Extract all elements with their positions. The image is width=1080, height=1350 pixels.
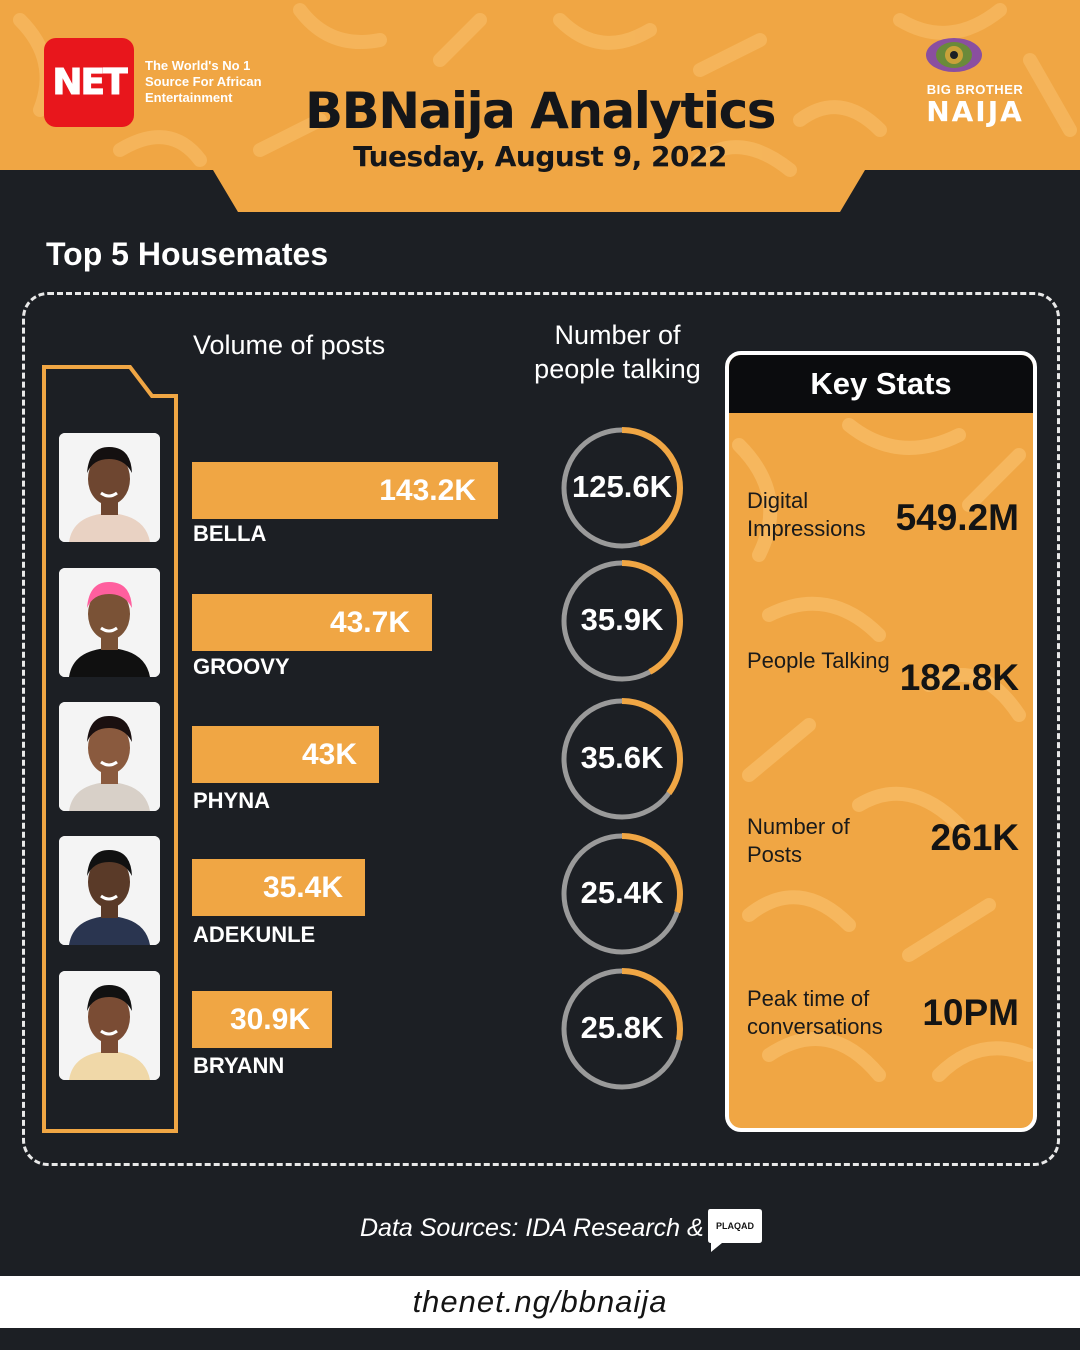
bar-value-label: 35.4K	[262, 870, 343, 904]
key-stat-label: People Talking	[747, 648, 890, 673]
key-stat-label: Digital Impressions	[747, 488, 866, 541]
key-stat-value: 261K	[930, 817, 1019, 858]
key-stats-header: Key Stats	[729, 355, 1033, 413]
brand-tagline: The World's No 1 Source For African Ente…	[145, 58, 262, 105]
footer: thenet.ng/bbnaija	[0, 1276, 1080, 1328]
key-stats-panel: Key Stats Digital Impressions 549.2M Peopl…	[725, 351, 1037, 1132]
section-title: Top 5 Housemates	[46, 236, 329, 272]
bar-value-label: 143.2K	[379, 473, 476, 507]
photo-column-frame	[42, 365, 178, 1133]
bar-volume-of-posts: 43K	[192, 726, 379, 783]
bar-volume-of-posts: 30.9K	[192, 991, 332, 1048]
ring-people-talking	[561, 833, 683, 955]
key-stat-value: 10PM	[922, 992, 1019, 1033]
housemate-photo	[59, 702, 160, 811]
housemate-name: PHYNA	[193, 788, 271, 813]
ring-value-label: 25.4K	[580, 875, 664, 910]
key-stat-value: 182.8K	[899, 657, 1019, 698]
eye-icon	[926, 38, 982, 72]
housemate-name: BRYANN	[193, 1053, 285, 1078]
ring-people-talking	[561, 968, 683, 1090]
page-title: BBNaija Analytics	[305, 82, 776, 140]
net-logo-text: NET	[52, 62, 128, 104]
ring-value-label: 35.9K	[580, 602, 664, 637]
chart-frame	[22, 292, 1060, 1166]
bbnaija-logo-line2: NAIJA	[926, 95, 1024, 128]
bar-value-label: 30.9K	[229, 1002, 310, 1036]
bar-value-label: 43.7K	[329, 605, 410, 639]
ring-value-label: 35.6K	[580, 740, 664, 775]
housemate-photo	[59, 433, 160, 542]
ring-people-talking	[561, 427, 683, 549]
page-date: Tuesday, August 9, 2022	[353, 140, 727, 173]
footer-url[interactable]: thenet.ng/bbnaija	[412, 1284, 668, 1319]
plaqad-logo: PLAQAD	[708, 1209, 762, 1252]
bbnaija-logo-line1: BIG BROTHER	[926, 82, 1024, 97]
bbnaija-logo: BIG BROTHER NAIJA	[925, 35, 1025, 130]
bar-value-label: 43K	[301, 737, 357, 771]
housemate-name: BELLA	[193, 521, 267, 546]
plaqad-logo-text: PLAQAD	[716, 1221, 755, 1231]
housemate-photo	[59, 568, 160, 677]
ring-people-talking	[561, 698, 683, 820]
ring-people-talking	[561, 560, 683, 682]
data-sources: Data Sources: IDA Research &	[360, 1214, 704, 1242]
bar-volume-of-posts: 143.2K	[192, 462, 498, 519]
bar-volume-of-posts: 43.7K	[192, 594, 432, 651]
key-stat-value: 549.2M	[895, 497, 1019, 538]
ring-value-label: 25.8K	[580, 1010, 664, 1045]
net-logo: NET	[44, 38, 134, 127]
header-background	[0, 0, 1080, 212]
housemate-name: ADEKUNLE	[193, 922, 316, 947]
key-stats-title: Key Stats	[810, 366, 952, 401]
housemate-photo	[59, 971, 160, 1080]
housemate-name: GROOVY	[193, 654, 290, 679]
key-stats-pattern	[732, 418, 1033, 1082]
column-heading-posts: Volume of posts	[193, 330, 386, 360]
key-stat-label: Peak time of conversations	[747, 986, 883, 1039]
key-stat-label: Number of Posts	[747, 814, 850, 867]
ring-value-label: 125.6K	[572, 469, 672, 504]
header-banner: NET The World's No 1 Source For African …	[0, 0, 1080, 215]
housemate-photo	[59, 836, 160, 945]
column-heading-people: Number of people talking	[534, 320, 701, 384]
bar-volume-of-posts: 35.4K	[192, 859, 365, 916]
